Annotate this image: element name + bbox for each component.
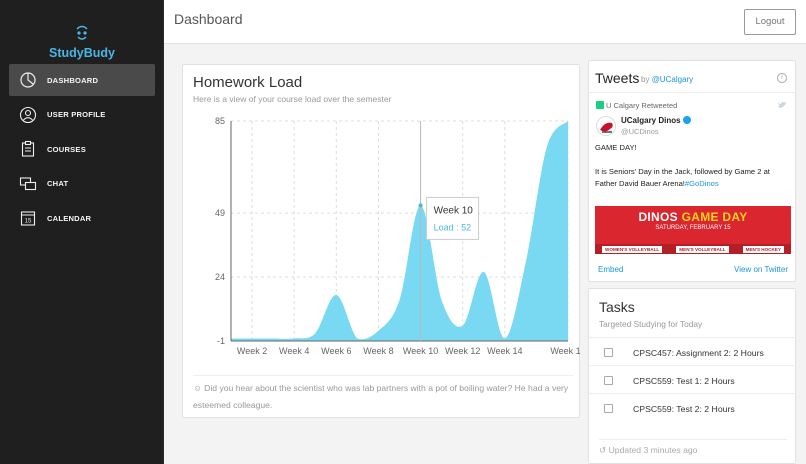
sidebar: StudyBudy DASHBOARD USER PROFILE COUR [0,0,164,464]
x-tick-label: Week 12 [445,346,480,356]
sidebar-item-dashboard[interactable]: DASHBOARD [9,64,155,96]
y-tick-label: 24 [215,272,225,282]
tweets-by-handle[interactable]: @UCalgary [651,75,694,84]
app-name: StudyBudy [49,46,115,60]
task-label: CPSC559: Test 2: 2 Hours [633,404,735,414]
x-tick-label: Week 6 [321,346,351,356]
task-checkbox[interactable] [604,376,613,385]
retweet-icon [596,101,604,109]
homework-load-chart[interactable]: -1 24 49 85 Week 2 Week 4 Week 6 Week 8 Week 10 W… [183,65,581,365]
task-item: CPSC559: Test 2: 2 Hours [589,393,797,421]
chat-icon [19,177,37,190]
headline-a: DINOS [638,210,678,224]
x-tick-label: Week 4 [279,346,309,356]
retweet-label: U Calgary Retweeted [606,101,678,110]
tweet-text: GAME DAY! It is Seniors' Day in the Jack… [595,142,791,190]
tasks-footer: ↺ Updated 3 minutes ago [599,439,787,456]
task-checkbox[interactable] [604,348,613,357]
x-tick-label: Week 8 [363,346,393,356]
sidebar-nav: DASHBOARD USER PROFILE COURSES CHAT [9,64,155,237]
sport-label: MEN'S VOLLEYBALL [676,245,729,253]
view-on-twitter-link[interactable]: View on Twitter [734,265,788,274]
avatar[interactable] [596,116,616,136]
joke-footer: ☺ Did you hear about the scientist who w… [193,375,573,414]
tweet-line-1: GAME DAY! [595,143,637,152]
pie-chart-icon [20,72,36,88]
tasks-title: Tasks [599,299,635,315]
task-list: CPSC457: Assignment 2: 2 Hours CPSC559: … [589,337,797,421]
image-date: SATURDAY, FEBRUARY 15 [655,225,731,231]
tooltip-title: Week 10 [434,205,474,216]
sidebar-item-label: DASHBOARD [47,75,99,85]
card-subtitle: Here is a view of your course load over … [193,94,392,104]
updated-text: Updated 3 minutes ago [608,445,698,455]
sidebar-item-label: COURSES [47,144,86,154]
tweet-hashtag[interactable]: #GoDinos [684,179,719,188]
sidebar-item-label: USER PROFILE [47,110,106,120]
tweets-by: by @UCalgary [641,75,693,84]
headline-b: GAME DAY [681,210,748,224]
sidebar-item-courses[interactable]: COURSES [9,133,155,165]
tooltip-value: Load : 52 [434,222,472,232]
tweets-by-prefix: by [641,75,650,84]
x-tick-label: Week 14 [487,346,522,356]
twitter-bird-icon [778,102,786,108]
logo-icon [76,25,88,40]
info-icon[interactable]: i [777,73,787,83]
tweet-image[interactable]: DINOS GAME DAY SATURDAY, FEBRUARY 15 WOM… [595,206,791,254]
tweets-title: Tweets [595,70,640,86]
sidebar-item-label: CALENDAR [47,213,92,223]
embed-link[interactable]: Embed [598,265,624,274]
tweet-user-name[interactable]: UCalgary Dinos [621,116,691,125]
sidebar-item-label: CHAT [47,179,69,189]
y-tick-label: -1 [217,336,225,346]
image-sports-strip: WOMEN'S VOLLEYBALL MEN'S VOLLEYBALL MEN'… [595,244,791,254]
tweet-links: Embed View on Twitter [598,265,788,274]
task-label: CPSC457: Assignment 2: 2 Hours [633,348,764,358]
smile-icon: ☺ [193,383,202,393]
tweets-card: Tweets by @UCalgary i U Calgary Retweete… [588,60,796,282]
tweet-line-2: It is Seniors' Day in the Jack, followed… [595,167,770,188]
calendar-day: 15 [25,219,32,225]
sidebar-item-calendar[interactable]: 15 CALENDAR [9,202,155,234]
sport-label: WOMEN'S VOLLEYBALL [602,245,663,253]
y-tick-label: 49 [215,208,225,218]
task-label: CPSC559: Test 1: 2 Hours [633,376,735,386]
page-title: Dashboard [174,11,243,27]
calendar-icon: 15 [20,211,36,226]
verified-icon [682,116,691,124]
tasks-subtitle: Targeted Studying for Today [599,319,703,329]
x-tick-label: Week 10 [403,346,438,356]
card-title: Homework Load [193,74,303,91]
hover-point [418,203,423,208]
tweet-user-handle[interactable]: @UCDinos [621,127,659,136]
retweet-notice: U Calgary Retweeted [596,101,677,110]
user-icon [19,106,37,123]
task-item: CPSC559: Test 1: 2 Hours [589,365,797,393]
tweets-header: Tweets by @UCalgary i [589,61,795,93]
y-tick-label: 85 [215,116,225,126]
tasks-card: Tasks Targeted Studying for Today CPSC45… [588,288,797,464]
sidebar-item-chat[interactable]: CHAT [9,168,155,200]
clipboard-icon [21,141,35,157]
task-checkbox[interactable] [604,404,613,413]
sport-label: MEN'S HOCKEY [742,245,784,253]
app-logo[interactable]: StudyBudy [0,22,164,60]
user-name-text: UCalgary Dinos [621,116,681,125]
x-tick-label: Week 17 [550,346,581,356]
image-headline: DINOS GAME DAY [595,210,791,224]
task-item: CPSC457: Assignment 2: 2 Hours [589,337,797,365]
joke-text: Did you hear about the scientist who was… [193,383,569,410]
homework-load-card: Homework Load Here is a view of your cou… [182,64,581,418]
logout-button[interactable]: Logout [744,9,796,35]
top-bar: Dashboard Logout [164,0,806,44]
area-series [231,121,568,341]
sidebar-item-user-profile[interactable]: USER PROFILE [9,99,155,131]
tooltip-box [426,196,480,240]
history-icon: ↺ [599,445,607,455]
x-tick-label: Week 2 [237,346,267,356]
